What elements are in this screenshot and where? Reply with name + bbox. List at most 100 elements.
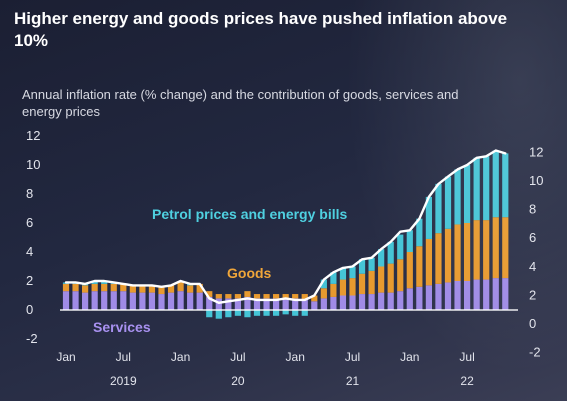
bar-goods [139, 285, 146, 293]
bar-services [387, 292, 394, 310]
bar-energy [301, 310, 308, 316]
bar-energy [215, 310, 222, 319]
bar-goods [311, 295, 318, 302]
bar-goods [464, 223, 471, 281]
bar-energy [244, 310, 251, 318]
bar-services [311, 301, 318, 310]
series-label-petrol: Petrol prices and energy bills [152, 206, 348, 222]
bar-services [273, 298, 280, 310]
bar-goods [234, 294, 241, 299]
bar-energy [292, 310, 299, 316]
bar-goods [368, 270, 375, 295]
bar-goods [148, 285, 156, 293]
right-y-tick-label: 8 [529, 202, 536, 217]
bar-goods [397, 259, 404, 292]
bar-services [234, 298, 241, 310]
bar-goods [330, 283, 337, 297]
bar-energy [483, 156, 490, 221]
right-y-tick-label: 2 [529, 287, 536, 302]
bar-goods [158, 286, 165, 295]
bar-goods [273, 294, 280, 299]
total-inflation-line-group [64, 149, 507, 304]
bar-goods [120, 283, 127, 292]
chart-title: Higher energy and goods prices have push… [14, 9, 508, 50]
bar-services [82, 292, 89, 310]
bar-goods [454, 224, 461, 281]
bar-energy [225, 310, 232, 318]
bar-services [502, 278, 509, 310]
bar-services [358, 294, 366, 310]
bar-goods [167, 285, 175, 293]
bar-services [148, 292, 156, 310]
bar-energy [397, 234, 404, 260]
x-year-label: 2019 [110, 374, 137, 388]
bar-services [139, 292, 146, 310]
bar-goods [502, 217, 509, 279]
bar-energy [435, 183, 442, 234]
bar-goods [425, 238, 432, 286]
bar-energy [473, 157, 480, 221]
chart-subtitle: Annual inflation rate (% change) and the… [22, 87, 459, 119]
bar-energy [273, 310, 280, 316]
bar-goods [101, 283, 108, 292]
bar-goods [301, 294, 308, 300]
y-tick-label: 4 [26, 244, 33, 259]
right-y-tick-label: 4 [529, 259, 536, 274]
bar-energy [454, 169, 461, 225]
bar-goods [282, 294, 289, 299]
bar-services [464, 281, 471, 310]
bar-goods [72, 283, 79, 292]
bar-services [263, 298, 270, 310]
bar-goods [339, 279, 347, 296]
bar-energy [416, 218, 423, 247]
y-tick-label: 6 [26, 215, 33, 230]
right-y-tick-label: 6 [529, 230, 536, 245]
bar-services [349, 295, 356, 310]
bar-services [215, 298, 222, 310]
bar-energy [282, 310, 289, 315]
bar-services [378, 292, 385, 310]
bar-services [444, 282, 452, 310]
x-tick-label: Jan [56, 350, 75, 364]
bar-services [91, 291, 98, 310]
bar-goods [473, 220, 480, 280]
bar-services [253, 298, 261, 310]
bar-goods [62, 283, 70, 292]
right-y-tick-label: 10 [529, 173, 543, 188]
bar-goods [253, 294, 261, 299]
bar-goods [129, 285, 136, 293]
right-y-tick-label: 12 [529, 144, 543, 159]
bar-energy [464, 165, 471, 223]
x-tick-label: Jan [400, 350, 419, 364]
bar-goods [177, 282, 184, 292]
total-inflation-line [64, 149, 507, 304]
series-label-services: Services [93, 319, 151, 335]
bar-services [320, 298, 327, 310]
bar-goods [215, 294, 222, 299]
bar-services [158, 294, 165, 310]
bar-services [282, 298, 289, 310]
y-tick-label: 2 [26, 273, 33, 288]
bar-energy [358, 259, 366, 274]
bar-goods [387, 263, 394, 293]
bar-goods [358, 273, 366, 295]
right-y-tick-label: 0 [529, 316, 536, 331]
bar-energy [444, 176, 452, 229]
bar-goods [91, 283, 98, 292]
bar-services [120, 291, 127, 310]
right-y-axis: -2 0 2 4 6 8 10 12 [529, 144, 543, 359]
bar-energy [263, 310, 270, 316]
bar-energy [406, 230, 413, 252]
y-tick-label: 0 [26, 302, 33, 317]
bar-services [177, 291, 184, 310]
bar-services [292, 298, 299, 310]
x-year-label: 21 [346, 374, 360, 388]
bar-services [454, 281, 461, 310]
bar-services [129, 292, 136, 310]
bar-energy [320, 279, 327, 289]
x-year-label: 20 [231, 374, 245, 388]
x-tick-label: Jul [116, 350, 131, 364]
bar-services [425, 285, 432, 310]
bar-energy [234, 310, 241, 316]
